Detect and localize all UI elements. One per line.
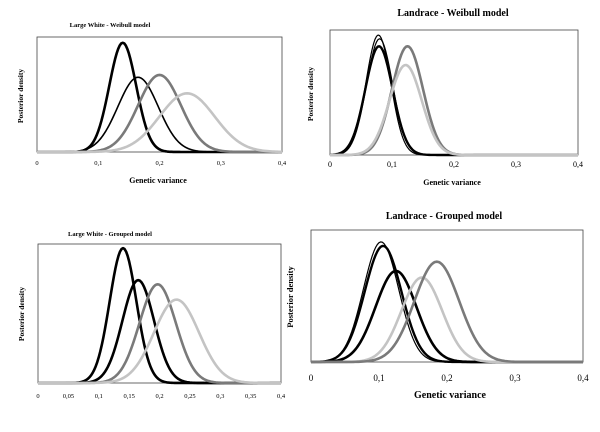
x-tick-label: 0 bbox=[309, 373, 314, 383]
density-curve-1 bbox=[37, 41, 282, 154]
density-curve-4 bbox=[37, 92, 283, 154]
chart-title: Landrace - Grouped model bbox=[386, 211, 502, 222]
x-tick-label: 0,2 bbox=[155, 160, 163, 167]
x-tick-label: 0,05 bbox=[63, 393, 74, 400]
density-curve-3 bbox=[38, 283, 281, 385]
x-tick-label: 0,3 bbox=[217, 160, 225, 167]
density-curve-2 bbox=[329, 38, 578, 156]
plot-frame bbox=[329, 29, 579, 156]
x-axis-label: Genetic variance bbox=[423, 178, 481, 187]
x-axis-label: Genetic variance bbox=[129, 176, 187, 185]
x-tick-label: 0,1 bbox=[387, 160, 397, 169]
density-curve-2 bbox=[310, 244, 583, 364]
x-axis-label: Genetic variance bbox=[414, 390, 486, 401]
y-axis-label: Posterior density bbox=[16, 69, 25, 123]
density-curve-4 bbox=[330, 44, 578, 157]
plot-frame bbox=[37, 243, 282, 384]
x-tick-label: 0,2 bbox=[155, 393, 163, 400]
chart-title: Large White - Grouped model bbox=[68, 231, 152, 238]
x-tick-label: 0,35 bbox=[245, 393, 256, 400]
x-tick-label: 0 bbox=[36, 393, 39, 400]
chart-panel-3: 0 0,05 0,1 0,15 0,2 0,25 0,3 0,35 0,4 Large White… bbox=[17, 231, 286, 400]
density-curve-1 bbox=[38, 246, 281, 385]
x-tick-label: 0,1 bbox=[94, 160, 102, 167]
density-curve-3 bbox=[329, 45, 578, 157]
x-tick-label: 0,15 bbox=[123, 393, 134, 400]
x-tick-label: 0,3 bbox=[509, 373, 521, 383]
density-curve-4 bbox=[38, 298, 281, 385]
density-curve-5 bbox=[330, 63, 578, 157]
x-tick-label: 0,25 bbox=[184, 393, 195, 400]
x-tick-label: 0 bbox=[328, 160, 332, 169]
x-tick-label: 0,1 bbox=[373, 373, 384, 383]
plot-frame bbox=[310, 229, 584, 363]
x-tick-label: 0,4 bbox=[278, 160, 287, 167]
x-tick-label: 0 bbox=[35, 160, 38, 167]
chart-panel-4: 0 0,1 0,2 0,3 0,4 Landrace - Grouped model Gen… bbox=[285, 211, 589, 401]
y-axis-label: Posterior density bbox=[306, 67, 315, 121]
x-tick-label: 0,4 bbox=[277, 393, 286, 400]
y-axis-label: Posterior density bbox=[285, 266, 295, 328]
density-curve-5 bbox=[311, 260, 583, 364]
density-curve-4 bbox=[311, 276, 583, 364]
chart-panel-2: 0 0,1 0,2 0,3 0,4 Landrace - Weibull model Gen… bbox=[306, 8, 583, 187]
x-tick-label: 0,2 bbox=[441, 373, 452, 383]
x-tick-label: 0,4 bbox=[577, 373, 589, 383]
x-tick-label: 0,4 bbox=[573, 160, 583, 169]
chart-title: Landrace - Weibull model bbox=[397, 8, 508, 19]
density-curve-2 bbox=[38, 278, 281, 385]
x-tick-label: 0,3 bbox=[216, 393, 224, 400]
density-curve-1 bbox=[310, 241, 583, 363]
y-axis-label: Posterior density bbox=[17, 287, 26, 341]
chart-title: Large White - Weibull model bbox=[70, 22, 151, 29]
density-curve-1 bbox=[329, 34, 578, 156]
x-tick-label: 0,2 bbox=[449, 160, 459, 169]
chart-panel-1: 0 0,1 0,2 0,3 0,4 Large White - Weibull model… bbox=[16, 22, 287, 185]
x-tick-label: 0,3 bbox=[511, 160, 521, 169]
density-curve-3 bbox=[311, 269, 583, 364]
plot-frame bbox=[36, 36, 283, 153]
x-tick-label: 0,1 bbox=[95, 393, 103, 400]
density-curve-3 bbox=[37, 73, 282, 154]
